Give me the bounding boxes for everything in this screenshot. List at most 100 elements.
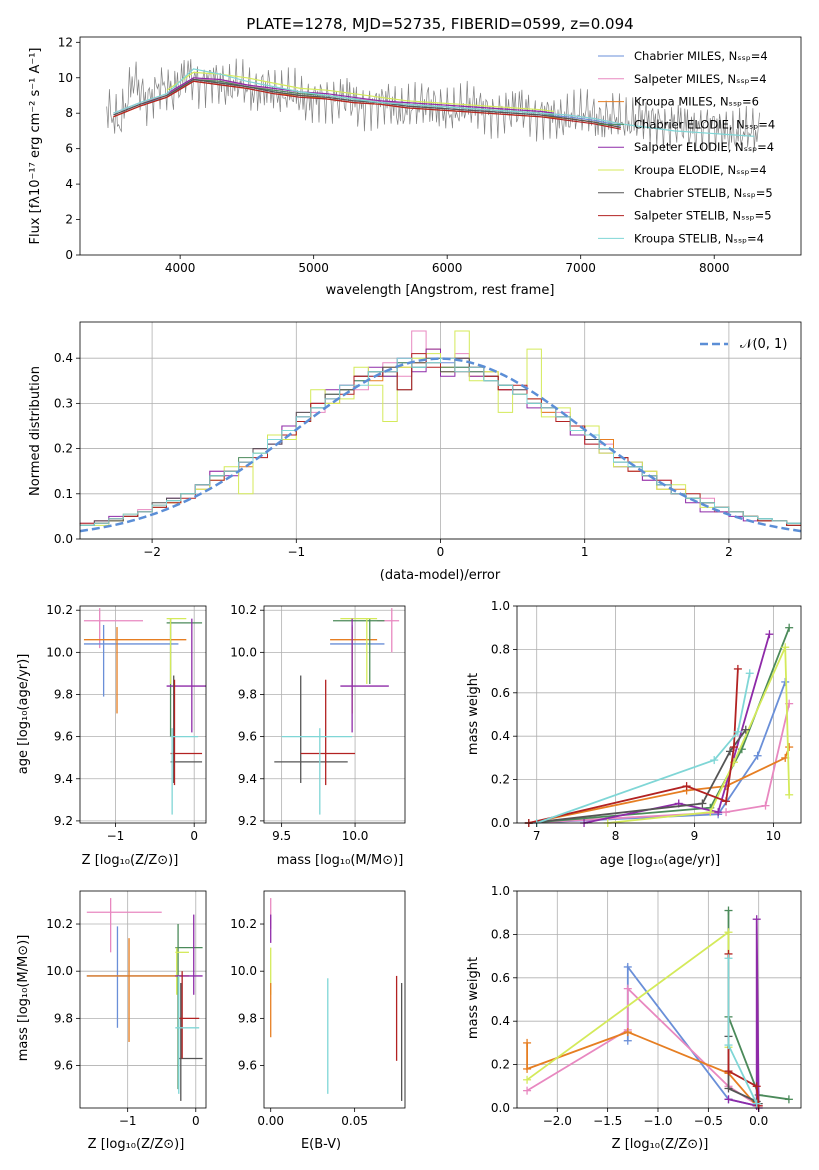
y-tick-label: 0.3 <box>54 396 73 410</box>
legend-entry: Chabrier STELIB, Nₛₛₚ=5 <box>634 186 773 200</box>
y-tick-label: 9.2 <box>54 814 73 828</box>
x-tick-label: 0.05 <box>341 1114 368 1128</box>
y-tick-label: 9.2 <box>238 814 257 828</box>
mass-weight-line <box>528 703 791 824</box>
x-tick-label: −0.5 <box>694 1114 723 1128</box>
plot-area <box>83 608 206 815</box>
y-tick-label: 2 <box>65 213 73 227</box>
y-tick-label: 0.4 <box>491 1014 510 1028</box>
legend-entry: Chabrier MILES, Nₛₛₚ=4 <box>634 49 768 63</box>
legend-entry: Salpeter ELODIE, Nₛₛₚ=4 <box>634 140 774 154</box>
y-tick-label: 0.2 <box>491 773 510 787</box>
x-tick-label: 7 <box>533 829 541 843</box>
histogram-step-line <box>79 330 801 526</box>
x-tick-label: 0.00 <box>257 1114 284 1128</box>
x-tick-label: 9.5 <box>272 829 291 843</box>
x-tick-label: 10 <box>766 829 781 843</box>
y-tick-label: 10.0 <box>46 964 73 978</box>
spectrum-title: PLATE=1278, MJD=52735, FIBERID=0599, z=0… <box>246 15 633 33</box>
y-tick-label: 9.4 <box>238 772 257 786</box>
mass-weight-line <box>528 729 747 824</box>
plot-area <box>523 906 793 1112</box>
plot-area <box>106 58 760 153</box>
plot-area <box>79 330 802 533</box>
x-tick-label: 1 <box>581 545 589 559</box>
x-tick-label: −1 <box>107 829 125 843</box>
model-spectrum-line <box>166 77 555 114</box>
y-tick-label: 9.8 <box>238 1011 257 1025</box>
age-vs-metallicity-panel: Z [log₁₀(Z/Z⊙)] age [log₁₀(age/yr)] −1 0 9… <box>16 603 207 868</box>
y-tick-label: 10 <box>58 71 73 85</box>
y-tick-label: 0.0 <box>491 816 510 830</box>
y-tick-label: 0.6 <box>491 971 510 985</box>
model-spectrum-line <box>166 71 555 112</box>
model-spectrum-line <box>113 80 621 128</box>
mass-weight-line <box>728 919 760 1109</box>
y-tick-label: 9.6 <box>54 730 73 744</box>
y-tick-label: 0.4 <box>491 729 510 743</box>
plot-area <box>86 898 203 1101</box>
mass-weight-vs-metallicity-panel: Z [log₁₀(Z/Z⊙)] mass weight −2.0 −1.5 −1.0… <box>466 884 802 1152</box>
y-tick-label: 0.8 <box>491 642 510 656</box>
y-tick-label: 0.0 <box>491 1101 510 1115</box>
y-tick-label: 6 <box>65 142 73 156</box>
mass-weight-vs-age-panel: age [log₁₀(age/yr)] mass weight 7 8 9 10 0.0… <box>466 599 802 868</box>
mass-vs-metallicity-panel: Z [log₁₀(Z/Z⊙)] mass [log₁₀(M/M⊙)] −1 0 9.… <box>16 890 207 1152</box>
x-tick-label: −2 <box>143 545 161 559</box>
x-tick-label: 10.0 <box>342 829 369 843</box>
axes-frame <box>516 890 802 1109</box>
axes-frame <box>263 890 406 1109</box>
mass-weight-line <box>526 986 760 1107</box>
mass-z-xlabel: Z [log₁₀(Z/Z⊙)] <box>88 1137 185 1152</box>
gaussian-legend-label: 𝒩(0, 1) <box>740 337 787 352</box>
mass-weight-line <box>583 633 771 824</box>
y-tick-label: 9.8 <box>238 687 257 701</box>
axes-frame <box>79 605 207 824</box>
legend-entry: Kroupa STELIB, Nₛₛₚ=4 <box>634 231 764 245</box>
y-tick-label: 1.0 <box>491 884 510 898</box>
mw-age-xlabel: age [log₁₀(age/yr)] <box>600 853 721 868</box>
y-tick-label: 10.2 <box>230 603 257 617</box>
axes-frame <box>79 890 207 1109</box>
x-tick-label: 7000 <box>565 261 596 275</box>
plot-area <box>270 898 403 1101</box>
y-tick-label: 0.4 <box>54 351 73 365</box>
plot-area <box>524 623 794 827</box>
y-tick-label: 9.4 <box>54 772 73 786</box>
mass-weight-line <box>607 646 791 824</box>
gaussian-curve <box>79 357 802 533</box>
x-tick-label: 0 <box>192 1114 200 1128</box>
legend-entry: Salpeter MILES, Nₛₛₚ=4 <box>634 72 767 86</box>
x-tick-label: 5000 <box>298 261 329 275</box>
x-tick-label: 6000 <box>432 261 463 275</box>
mass-weight-line <box>626 964 757 1107</box>
mass-vs-extinction-panel: E(B-V) 0.00 0.05 9.6 9.8 10.0 10.2 <box>230 890 406 1152</box>
model-spectrum-line <box>113 80 621 130</box>
mw-z-ylabel: mass weight <box>466 957 481 1039</box>
y-tick-label: 9.8 <box>54 687 73 701</box>
y-tick-label: 1.0 <box>491 599 510 613</box>
y-tick-label: 9.8 <box>54 1011 73 1025</box>
x-tick-label: 8 <box>612 829 620 843</box>
mass-weight-line <box>528 681 787 824</box>
axes-frame <box>79 321 802 540</box>
age-z-ylabel: age [log₁₀(age/yr)] <box>16 654 31 775</box>
y-tick-label: 4 <box>65 177 73 191</box>
x-tick-label: 0 <box>437 545 445 559</box>
mw-z-xlabel: Z [log₁₀(Z/Z⊙)] <box>612 1137 709 1152</box>
mass-weight-line <box>727 958 758 1105</box>
y-tick-label: 10.0 <box>46 645 73 659</box>
age-vs-mass-panel: mass [log₁₀(M/M⊙)] 9.5 10.0 9.2 9.4 9.6 9.8 10… <box>230 603 406 868</box>
spectrum-ylabel: Flux [fλ10⁻¹⁷ erg cm⁻² s⁻¹ A⁻¹] <box>28 48 43 245</box>
axes-frame <box>263 605 406 824</box>
model-spectrum-line <box>113 78 621 128</box>
x-tick-label: −1 <box>119 1114 137 1128</box>
y-tick-label: 12 <box>58 35 73 49</box>
spectrum-panel: PLATE=1278, MJD=52735, FIBERID=0599, z=0… <box>28 15 802 298</box>
y-tick-label: 0.1 <box>54 487 73 501</box>
mass-weight-line <box>528 668 739 824</box>
y-tick-label: 9.6 <box>238 1059 257 1073</box>
x-tick-label: 4000 <box>165 261 196 275</box>
axes-frame <box>79 36 802 256</box>
legend-entry: Salpeter STELIB, Nₛₛₚ=5 <box>634 209 772 223</box>
